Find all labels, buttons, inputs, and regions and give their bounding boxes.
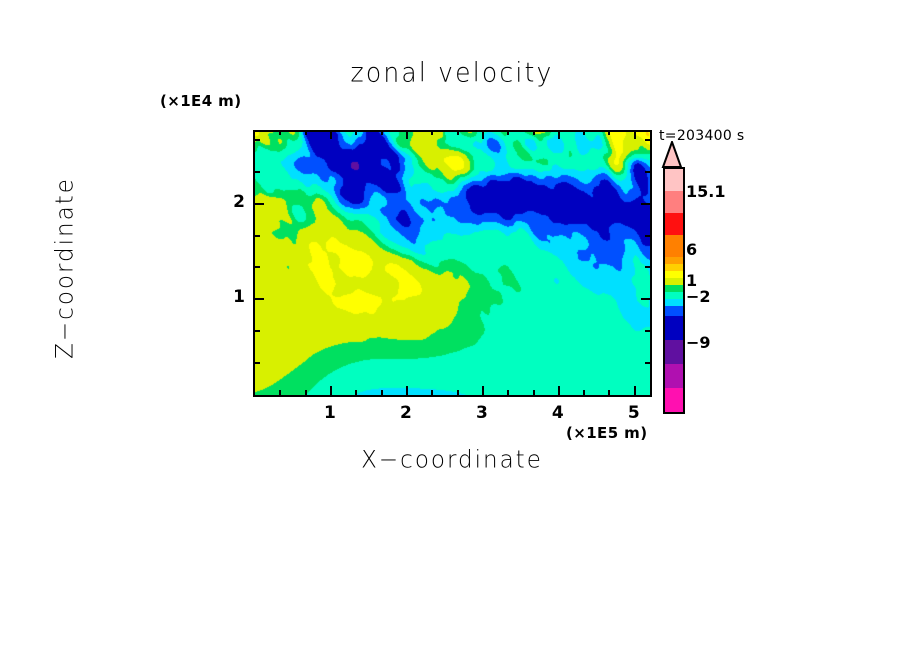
- colorbar-band: [665, 285, 683, 292]
- y-axis-units-label: (×1E4 m): [160, 92, 242, 110]
- colorbar-band: [665, 191, 683, 213]
- velocity-field-heatmap: [255, 132, 650, 395]
- colorbar-band: [665, 213, 683, 235]
- colorbar-band: [665, 364, 683, 388]
- x-tick-label: 4: [551, 403, 564, 423]
- colorbar-arrow-cap: [661, 141, 683, 168]
- colorbar-tick-label: −9: [686, 333, 711, 352]
- x-tick-label: 3: [475, 403, 488, 423]
- colorbar-band: [665, 292, 683, 299]
- x-axis-units-label: (×1E5 m): [566, 424, 648, 442]
- colorbar-band: [665, 169, 683, 191]
- x-axis-title: X−coordinate: [361, 446, 543, 474]
- y-tick-label: 2: [233, 191, 245, 212]
- colorbar-band: [665, 271, 683, 278]
- colorbar-band: [665, 299, 683, 306]
- contour-plot-area[interactable]: [253, 130, 652, 397]
- colorbar-band: [665, 306, 683, 316]
- colorbar-band: [665, 340, 683, 364]
- y-tick-label: 1: [233, 287, 245, 308]
- colorbar-band: [665, 264, 683, 271]
- colorbar-tick-label: 15.1: [686, 182, 726, 201]
- x-tick-label: 1: [324, 403, 336, 423]
- colorbar-band: [665, 257, 683, 264]
- colorbar-band: [665, 235, 683, 257]
- colorbar-gradient: [663, 167, 685, 414]
- page-title: zonal velocity: [350, 57, 554, 88]
- colorbar-tick-label: −2: [686, 287, 711, 306]
- colorbar-band: [665, 388, 683, 412]
- colorbar-band: [665, 278, 683, 285]
- colorbar-band: [665, 316, 683, 340]
- x-tick-label: 5: [627, 403, 640, 423]
- y-axis-title: Z−coordinate: [51, 177, 79, 359]
- colorbar-tick-label: 1: [686, 271, 698, 290]
- timestamp-annotation: t=203400 s: [659, 128, 745, 144]
- colorbar-tick-label: 6: [686, 240, 698, 259]
- x-tick-label: 2: [400, 403, 412, 423]
